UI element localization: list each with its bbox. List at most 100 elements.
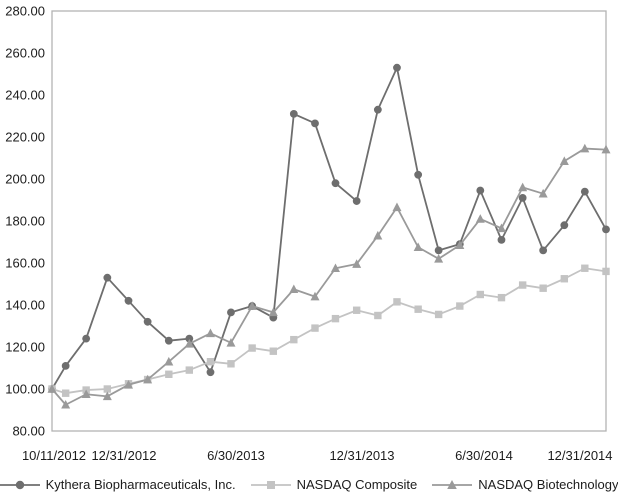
chart-canvas: 280.00 260.00 240.00 220.00 200.00 180.00 160.… <box>5 4 612 464</box>
marker-triangle-nasdaq-biotechnology <box>47 384 57 393</box>
marker-triangle-nasdaq-biotechnology <box>247 301 257 310</box>
marker-triangle-nasdaq-biotechnology <box>164 356 174 366</box>
marker-circle-kythera-biopharmaceuticals-inc <box>103 273 112 282</box>
marker-triangle-nasdaq-biotechnology <box>601 144 611 154</box>
marker-square-nasdaq-composite <box>560 275 569 283</box>
marker-circle-kythera-biopharmaceuticals-inc <box>352 197 361 205</box>
marker-triangle-nasdaq-biotechnology <box>61 399 71 409</box>
marker-circle-kythera-biopharmaceuticals-inc <box>143 317 152 326</box>
marker-circle-kythera-biopharmaceuticals-inc <box>289 110 298 118</box>
y-axis-tick-label: 80.00 <box>12 424 45 439</box>
legend-triangle-marker-icon <box>432 479 473 489</box>
y-axis-tick-label: 100.00 <box>5 382 45 397</box>
marker-circle-kythera-biopharmaceuticals-inc <box>560 221 569 230</box>
marker-triangle-nasdaq-biotechnology <box>143 374 153 384</box>
marker-triangle-nasdaq-biotechnology <box>475 214 485 223</box>
series-line-nasdaq-biotechnology <box>51 147 607 406</box>
marker-triangle-nasdaq-biotechnology <box>434 254 444 263</box>
marker-triangle-nasdaq-biotechnology <box>580 143 590 153</box>
marker-triangle-nasdaq-biotechnology <box>268 307 278 317</box>
marker-square-nasdaq-composite <box>374 311 382 320</box>
marker-triangle-nasdaq-biotechnology <box>184 339 194 348</box>
y-axis-tick-label: 120.00 <box>5 340 45 355</box>
legend-square-glyph <box>266 480 275 489</box>
x-axis-tick-label: 12/31/2013 <box>329 448 394 463</box>
marker-circle-kythera-biopharmaceuticals-inc <box>476 186 485 195</box>
marker-circle-kythera-biopharmaceuticals-inc <box>227 308 235 317</box>
marker-triangle-nasdaq-biotechnology <box>518 182 528 192</box>
marker-circle-kythera-biopharmaceuticals-inc <box>580 187 589 196</box>
legend-circle-marker-icon <box>0 480 40 489</box>
marker-triangle-nasdaq-biotechnology <box>538 188 548 198</box>
marker-circle-kythera-biopharmaceuticals-inc <box>539 246 548 255</box>
marker-circle-kythera-biopharmaceuticals-inc <box>311 119 319 128</box>
x-axis-tick-label: 12/31/2014 <box>547 448 612 463</box>
marker-triangle-nasdaq-biotechnology <box>81 389 91 399</box>
legend-triangle-glyph <box>447 479 458 489</box>
marker-square-nasdaq-composite <box>61 389 70 397</box>
marker-triangle-nasdaq-biotechnology <box>226 338 236 347</box>
marker-circle-kythera-biopharmaceuticals-inc <box>434 246 443 255</box>
chart-legend: Kythera Biopharmaceuticals, Inc. NASDAQ … <box>0 477 618 492</box>
legend-label-nasdaq-composite: NASDAQ Composite <box>296 477 418 492</box>
marker-square-nasdaq-composite <box>581 264 589 272</box>
marker-square-nasdaq-composite <box>518 281 527 289</box>
marker-circle-kythera-biopharmaceuticals-inc <box>414 170 423 179</box>
marker-circle-kythera-biopharmaceuticals-inc <box>185 334 194 343</box>
marker-circle-kythera-biopharmaceuticals-inc <box>82 334 91 343</box>
marker-square-nasdaq-composite <box>185 366 194 374</box>
marker-square-nasdaq-composite <box>393 298 401 306</box>
marker-triangle-nasdaq-biotechnology <box>373 230 383 240</box>
marker-square-nasdaq-composite <box>103 385 112 393</box>
legend-label-nasdaq-biotechnology: NASDAQ Biotechnology <box>478 477 618 492</box>
marker-circle-kythera-biopharmaceuticals-inc <box>164 336 173 345</box>
marker-circle-kythera-biopharmaceuticals-inc <box>206 368 215 377</box>
marker-square-nasdaq-composite <box>311 324 319 332</box>
marker-square-nasdaq-composite <box>269 347 278 355</box>
series-line-kythera-biopharmaceuticals-inc <box>51 66 607 390</box>
marker-square-nasdaq-composite <box>248 344 256 352</box>
marker-triangle-nasdaq-biotechnology <box>455 240 465 249</box>
marker-square-nasdaq-composite <box>227 360 235 368</box>
plot-border <box>51 10 607 432</box>
marker-triangle-nasdaq-biotechnology <box>496 223 506 233</box>
marker-circle-kythera-biopharmaceuticals-inc <box>124 296 133 305</box>
marker-triangle-nasdaq-biotechnology <box>559 156 569 165</box>
marker-triangle-nasdaq-biotechnology <box>413 242 423 252</box>
legend-item-kythera: Kythera Biopharmaceuticals, Inc. <box>0 477 236 492</box>
y-axis-tick-label: 160.00 <box>5 256 45 271</box>
marker-square-nasdaq-composite <box>206 358 215 366</box>
y-axis-tick-label: 280.00 <box>5 4 45 19</box>
y-axis-tick-label: 260.00 <box>5 46 45 61</box>
y-axis-tick-label: 140.00 <box>5 298 45 313</box>
x-axis-tick-label: 10/11/2012 <box>22 448 86 463</box>
marker-triangle-nasdaq-biotechnology <box>102 391 112 401</box>
legend-item-nasdaq-biotechnology: NASDAQ Biotechnology <box>432 477 618 492</box>
marker-triangle-nasdaq-biotechnology <box>289 284 299 294</box>
marker-triangle-nasdaq-biotechnology <box>124 380 134 389</box>
marker-square-nasdaq-composite <box>497 293 506 302</box>
legend-circle-glyph <box>15 480 24 489</box>
legend-square-marker-icon <box>250 480 291 489</box>
marker-square-nasdaq-composite <box>331 314 340 323</box>
marker-square-nasdaq-composite <box>352 306 361 314</box>
marker-square-nasdaq-composite <box>165 370 173 378</box>
marker-square-nasdaq-composite <box>456 302 464 310</box>
marker-square-nasdaq-composite <box>539 284 547 292</box>
y-axis-tick-label: 180.00 <box>5 214 45 229</box>
marker-triangle-nasdaq-biotechnology <box>392 202 402 212</box>
marker-circle-kythera-biopharmaceuticals-inc <box>602 225 610 234</box>
marker-triangle-nasdaq-biotechnology <box>330 263 340 273</box>
marker-circle-kythera-biopharmaceuticals-inc <box>497 236 506 244</box>
marker-square-nasdaq-composite <box>602 267 610 276</box>
y-axis-tick-label: 220.00 <box>5 130 45 145</box>
legend-label-kythera: Kythera Biopharmaceuticals, Inc. <box>45 477 236 492</box>
marker-circle-kythera-biopharmaceuticals-inc <box>373 105 382 114</box>
marker-square-nasdaq-composite <box>290 335 298 344</box>
marker-triangle-nasdaq-biotechnology <box>310 291 320 301</box>
x-axis-tick-label: 12/31/2012 <box>91 448 156 463</box>
x-axis-tick-label: 6/30/2013 <box>207 448 265 463</box>
y-axis-tick-label: 240.00 <box>5 88 45 103</box>
marker-triangle-nasdaq-biotechnology <box>205 328 215 338</box>
